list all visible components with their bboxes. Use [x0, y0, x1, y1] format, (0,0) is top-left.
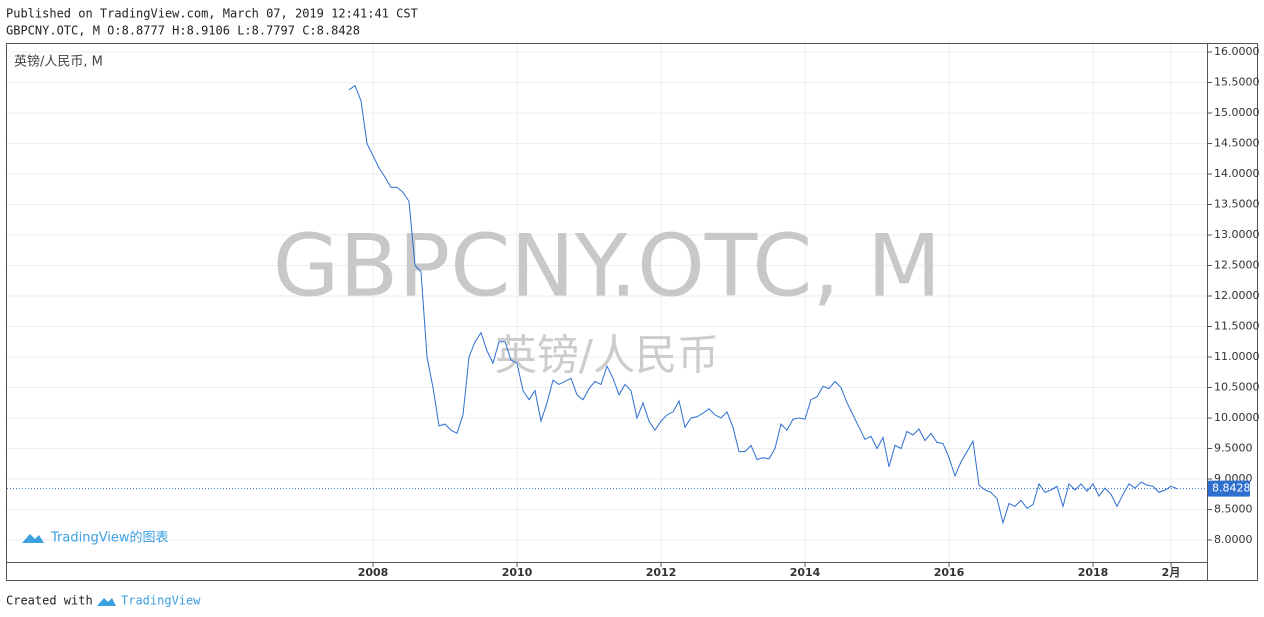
price-line — [348, 84, 1178, 525]
x-tick-label: 2016 — [934, 566, 965, 579]
y-tick-label: 11.0000 — [1214, 350, 1260, 363]
y-tick-label: 8.5000 — [1214, 503, 1253, 516]
logo-icon — [22, 534, 44, 543]
footer-created: Created with — [6, 594, 93, 608]
watermark-subtitle: 英镑/人民币 — [495, 331, 719, 380]
grid — [7, 44, 1207, 562]
last-price-box — [1208, 480, 1250, 497]
y-tick-label: 14.0000 — [1214, 167, 1260, 180]
x-tick-label: 2012 — [646, 566, 677, 579]
x-tick-label: 2月 — [1162, 566, 1181, 579]
published-note: Published on TradingView.com, March 07, … — [6, 7, 418, 21]
y-tick-label: 8.0000 — [1214, 533, 1253, 546]
y-tick-label: 12.0000 — [1214, 289, 1260, 302]
logo: TradingView的图表 — [22, 530, 169, 546]
y-tick-label: 16.0000 — [1214, 45, 1260, 58]
x-tick-label: 2014 — [790, 566, 821, 579]
y-tick-label: 13.5000 — [1214, 198, 1260, 211]
legend-entry: 英镑/人民币, M — [14, 54, 103, 70]
y-tick-label: 15.0000 — [1214, 106, 1260, 119]
y-tick-label: 15.5000 — [1214, 76, 1260, 89]
y-tick-label: 13.0000 — [1214, 228, 1260, 241]
footer-brand[interactable]: TradingView — [121, 594, 201, 608]
watermark: GBPCNY.OTC, M — [273, 216, 941, 316]
y-tick-label: 11.5000 — [1214, 320, 1260, 333]
y-tick-label: 10.5000 — [1214, 381, 1260, 394]
y-tick-label: 12.5000 — [1214, 259, 1260, 272]
y-tick-label: 14.5000 — [1214, 137, 1260, 150]
y-tick-label: 9.5000 — [1214, 442, 1253, 455]
x-tick-label: 2010 — [502, 566, 533, 579]
x-tick-label: 2008 — [358, 566, 389, 579]
ohlc-line: GBPCNY.OTC, M O:8.8777 H:8.9106 L:8.7797… — [6, 24, 360, 38]
x-tick-label: 2018 — [1078, 566, 1109, 579]
y-tick-label: 10.0000 — [1214, 411, 1260, 424]
footer-logo-icon — [97, 598, 116, 606]
last-price-label: 8.8428 — [1212, 482, 1251, 495]
logo-text: TradingView的图表 — [50, 530, 169, 546]
